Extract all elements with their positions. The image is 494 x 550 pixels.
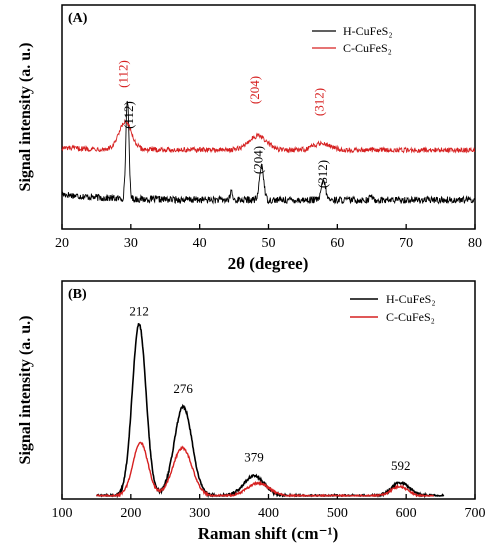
panel-b-x-tick-label: 400 <box>258 506 279 521</box>
panel-b-series <box>95 322 445 499</box>
panel-a-x-tick-label: 70 <box>399 236 413 251</box>
panel-a-label: (A) <box>68 11 88 26</box>
panel-b-legend-label-c: C-CuFeS₂ <box>386 310 435 324</box>
panel-a-x-axis: 20 30 40 50 60 70 80 <box>55 224 482 251</box>
panel-a-peak-label: (112) <box>121 101 136 129</box>
panel-a-x-tick-label: 40 <box>193 236 207 251</box>
panel-a-legend-label-h: H-CuFeS₂ <box>343 24 393 38</box>
panel-a-peak-label: (312) <box>312 88 327 116</box>
panel-a-peak-label: (312) <box>315 160 330 188</box>
panel-a-x-tick-label: 20 <box>55 236 69 251</box>
panel-b-legend: H-CuFeS₂ C-CuFeS₂ <box>350 292 436 324</box>
panel-b-x-tick-label: 500 <box>327 506 348 521</box>
panel-a-series-line-c-cufes2 <box>61 118 476 154</box>
panel-a-peak-label: (112) <box>115 60 130 88</box>
panel-b-x-tick-label: 300 <box>189 506 210 521</box>
panel-a-x-tick-label: 80 <box>468 236 482 251</box>
panel-b-x-tick-label: 700 <box>465 506 486 521</box>
panel-b-y-axis-title: Signal intensity (a. u.) <box>17 316 34 465</box>
panel-b-label: (B) <box>68 287 87 302</box>
panel-b-peak-label: 212 <box>129 303 149 318</box>
panel-b-legend-label-h: H-CuFeS₂ <box>386 292 436 306</box>
panel-b: (B) Signal intensity (a. u.) Raman shift… <box>17 280 486 543</box>
panel-a-x-tick-label: 60 <box>330 236 344 251</box>
panel-a-peak-labels: (112) (204) (312) (112) (204) (312) <box>115 60 330 188</box>
panel-a: (A) Signal intensity (a. u.) 2θ (degree)… <box>17 4 482 273</box>
panel-a-x-tick-label: 30 <box>124 236 138 251</box>
panel-a-x-tick-label: 50 <box>262 236 276 251</box>
panel-a-peak-label: (204) <box>250 146 265 174</box>
panel-b-x-tick-label: 600 <box>396 506 417 521</box>
panel-b-peak-labels: 212 276 379 592 <box>129 303 410 473</box>
panel-a-y-axis-title: Signal intensity (a. u.) <box>17 43 34 192</box>
panel-b-peak-label: 276 <box>173 381 193 396</box>
panel-b-x-tick-label: 200 <box>120 506 141 521</box>
panel-a-legend-label-c: C-CuFeS₂ <box>343 41 392 55</box>
panel-b-series-line-c-cufes2 <box>95 441 435 498</box>
panel-b-peak-label: 592 <box>391 458 411 473</box>
panel-a-legend: H-CuFeS₂ C-CuFeS₂ <box>312 24 393 55</box>
panel-b-x-tick-label: 100 <box>52 506 73 521</box>
panel-a-peak-label: (204) <box>247 76 262 104</box>
panel-a-series-line-h-cufes2 <box>61 100 476 205</box>
panel-a-x-axis-title: 2θ (degree) <box>228 254 309 273</box>
panel-a-series <box>61 100 476 205</box>
panel-b-peak-label: 379 <box>244 450 264 465</box>
panel-b-x-axis: 100 200 300 400 500 600 700 <box>52 494 486 521</box>
panel-b-x-axis-title: Raman shift (cm⁻¹) <box>198 524 339 543</box>
